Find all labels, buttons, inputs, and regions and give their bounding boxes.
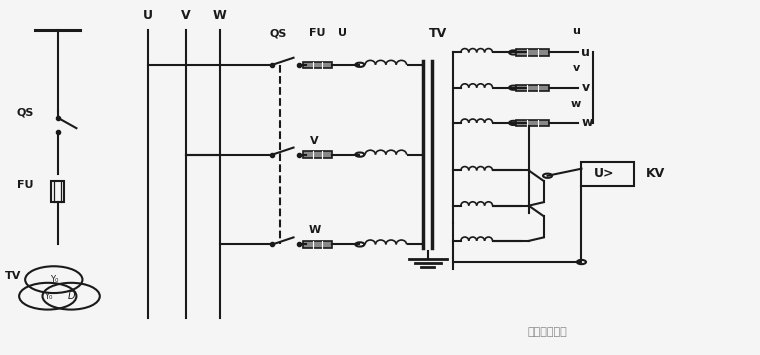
Circle shape: [577, 260, 586, 264]
Circle shape: [356, 153, 364, 157]
Circle shape: [509, 121, 518, 125]
Text: u: u: [581, 46, 591, 59]
Text: u: u: [572, 26, 580, 36]
Text: TV: TV: [5, 271, 21, 281]
Text: w: w: [571, 99, 581, 109]
Bar: [303, 62, 332, 68]
Text: W: W: [309, 225, 321, 235]
Bar: [303, 152, 332, 158]
Circle shape: [356, 242, 364, 246]
Text: TV: TV: [429, 27, 448, 40]
Text: V: V: [310, 136, 319, 146]
Bar: [303, 241, 332, 247]
Text: 电气知识课堂: 电气知识课堂: [527, 327, 568, 338]
Circle shape: [543, 174, 552, 178]
Text: Y₀: Y₀: [49, 275, 58, 284]
Text: v: v: [581, 81, 590, 94]
Text: U: U: [143, 9, 153, 22]
Text: Y₀: Y₀: [43, 292, 52, 301]
Text: FU: FU: [17, 180, 33, 190]
Bar: [515, 49, 549, 56]
Text: w: w: [581, 116, 593, 130]
Text: QS: QS: [270, 28, 287, 38]
Bar: [581, 162, 635, 186]
Text: D: D: [68, 291, 75, 301]
Text: U: U: [338, 28, 347, 38]
Text: FU: FU: [309, 28, 326, 38]
Circle shape: [509, 86, 518, 90]
Bar: [515, 120, 549, 126]
Text: U>: U>: [594, 168, 614, 180]
Circle shape: [509, 50, 518, 55]
Text: W: W: [213, 9, 226, 22]
Text: V: V: [181, 9, 191, 22]
Circle shape: [356, 63, 364, 67]
Bar: [51, 181, 65, 202]
Bar: [515, 84, 549, 91]
Text: KV: KV: [645, 168, 665, 180]
Text: v: v: [572, 63, 580, 73]
Text: QS: QS: [16, 107, 33, 118]
